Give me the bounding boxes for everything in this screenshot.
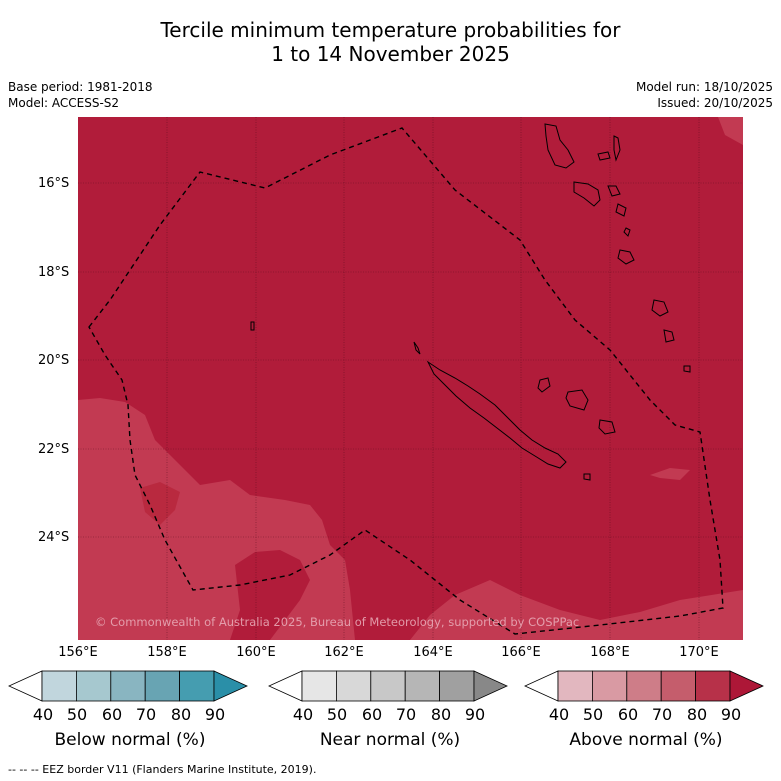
malekula-island [573, 181, 601, 207]
chesterfield-islet [250, 321, 255, 331]
aneityum-island [683, 365, 691, 373]
meta-right: Model run: 18/10/2025 Issued: 20/10/2025 [636, 79, 773, 111]
issued-date: Issued: 20/10/2025 [657, 96, 773, 110]
map-title: Tercile minimum temperature probabilitie… [0, 18, 781, 66]
colorbar-swatch [110, 670, 146, 702]
base-period: Base period: 1981-2018 [8, 80, 153, 94]
colorbar-swatch [592, 670, 628, 702]
eez-border [88, 127, 724, 635]
mare-island [598, 419, 616, 435]
banks-island [597, 151, 611, 161]
colorbar-extension-high [473, 670, 508, 702]
erromango-island [651, 299, 669, 317]
lon-label-158e: 158°E [147, 645, 187, 660]
lat-label-20s: 20°S [38, 353, 70, 368]
colorbar-extension-high [729, 670, 764, 702]
eez-border-legend: -- -- -- EEZ border V11 (Flanders Marine… [8, 763, 317, 776]
tick-below-70: 70 [135, 705, 157, 724]
title-line-2: 1 to 14 November 2025 [271, 42, 510, 66]
colorbar-label-above: Above normal (%) [569, 730, 723, 750]
tick-below-40: 40 [32, 705, 54, 724]
lon-label-162e: 162°E [324, 645, 364, 660]
lon-label-156e: 156°E [58, 645, 98, 660]
colorbar-swatch [41, 670, 77, 702]
tick-below-80: 80 [170, 705, 192, 724]
model-name: Model: ACCESS-S2 [8, 96, 120, 110]
tick-near-70: 70 [395, 705, 417, 724]
colorbar-swatch [76, 670, 112, 702]
tick-above-70: 70 [651, 705, 673, 724]
lat-label-18s: 18°S [38, 265, 70, 280]
ouvea-island [537, 377, 551, 393]
belep-islands [413, 341, 421, 355]
tick-near-60: 60 [361, 705, 383, 724]
meta-left: Base period: 1981-2018 Model: ACCESS-S2 [8, 79, 153, 111]
efate-island [617, 249, 635, 265]
tick-near-40: 40 [292, 705, 314, 724]
colorbar-below-normal [8, 670, 248, 702]
lon-label-164e: 164°E [413, 645, 453, 660]
colorbar-label-below: Below normal (%) [54, 730, 206, 750]
lifou-island [565, 389, 589, 411]
lighter-region-east [650, 468, 690, 480]
espiritu-santo-island [544, 123, 575, 169]
colorbar-swatch [144, 670, 180, 702]
colorbar-label-near: Near normal (%) [319, 730, 461, 750]
colorbar-swatch [660, 670, 696, 702]
tick-above-40: 40 [548, 705, 570, 724]
lon-label-166e: 166°E [501, 645, 541, 660]
tick-below-50: 50 [66, 705, 88, 724]
small-vanuatu-isle [623, 227, 631, 237]
colorbar-swatch [370, 670, 406, 702]
colorbar-above-normal [524, 670, 764, 702]
lat-label-16s: 16°S [38, 176, 70, 191]
tick-above-90: 90 [720, 705, 742, 724]
colorbar-swatch [336, 670, 372, 702]
tick-below-90: 90 [204, 705, 226, 724]
lighter-region-southwest-inner [140, 482, 180, 525]
colorbar-near-normal [268, 670, 508, 702]
lat-label-22s: 22°S [38, 442, 70, 457]
ambrym-island [607, 185, 621, 197]
epi-island [615, 203, 627, 217]
colorbar-swatch [301, 670, 337, 702]
colorbar-swatch [179, 670, 215, 702]
colorbar-swatch [695, 670, 731, 702]
colorbar-extension-low [524, 670, 559, 702]
colorbar-swatch [626, 670, 662, 702]
tanna-island [663, 329, 675, 343]
lon-label-170e: 170°E [679, 645, 719, 660]
tick-near-90: 90 [464, 705, 486, 724]
tick-above-50: 50 [582, 705, 604, 724]
colorbar-swatch [557, 670, 593, 702]
isle-of-pines [583, 473, 591, 481]
tick-above-80: 80 [686, 705, 708, 724]
colorbar-extension-low [268, 670, 303, 702]
model-run: Model run: 18/10/2025 [635, 80, 773, 94]
tick-below-60: 60 [101, 705, 123, 724]
lat-label-24s: 24°S [38, 530, 70, 545]
lon-label-168e: 168°E [590, 645, 630, 660]
lighter-region-northeast [718, 117, 743, 145]
lon-label-160e: 160°E [236, 645, 276, 660]
colorbar-extension-low [8, 670, 43, 702]
darker-region-south [230, 550, 310, 640]
title-line-1: Tercile minimum temperature probabilitie… [160, 18, 621, 42]
colorbar-swatch [404, 670, 440, 702]
lighter-region-south [410, 580, 743, 640]
tick-near-80: 80 [430, 705, 452, 724]
copyright: © Commonwealth of Australia 2025, Bureau… [95, 615, 579, 629]
pentecost-island [613, 135, 621, 162]
tick-above-60: 60 [617, 705, 639, 724]
colorbar-swatch [439, 670, 475, 702]
tick-near-50: 50 [326, 705, 348, 724]
colorbar-extension-high [213, 670, 248, 702]
new-caledonia-island [426, 360, 567, 469]
gridlines [78, 117, 743, 640]
